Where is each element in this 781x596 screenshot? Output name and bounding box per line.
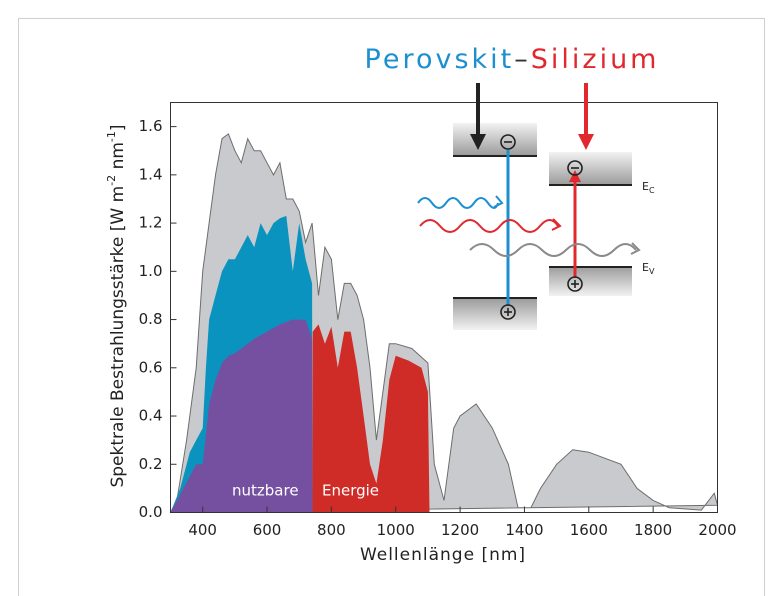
x-axis-label: Wellenlänge [nm] <box>360 545 526 565</box>
photon <box>418 198 498 208</box>
chart: Perovskit–Silizium Wellenlänge [nm] Spek… <box>0 0 781 596</box>
arrow-head <box>494 196 502 207</box>
band <box>549 266 632 296</box>
photon <box>420 220 558 232</box>
x-tick-label: 1800 <box>634 521 672 539</box>
y-tick-label: 0.0 <box>139 503 163 521</box>
x-tick-label: 1200 <box>441 521 479 539</box>
x-tick-label: 1600 <box>570 521 608 539</box>
x-tick-label: 800 <box>317 521 346 539</box>
annotation: nutzbare <box>232 482 299 500</box>
band <box>453 298 537 330</box>
y-tick-label: 0.8 <box>139 310 163 328</box>
x-tick-label: 400 <box>188 521 217 539</box>
photon <box>470 244 636 256</box>
x-tick-label: 2000 <box>698 521 736 539</box>
y-tick-label: 1.2 <box>139 214 163 232</box>
title-part: Perovskit <box>365 44 515 75</box>
title-part: – <box>514 44 531 75</box>
band-label: EC <box>642 180 655 195</box>
y-tick-label: 0.4 <box>139 407 163 425</box>
title-part: Silizium <box>531 44 660 75</box>
band <box>453 123 537 156</box>
y-axis-label: Spektrale Bestrahlungsstärke [W m-2 nm-1… <box>105 124 128 487</box>
plot <box>171 134 718 513</box>
y-tick-label: 0.6 <box>139 358 163 376</box>
band <box>549 152 632 185</box>
x-tick-label: 600 <box>253 521 282 539</box>
band-label: EV <box>642 261 655 276</box>
arrow-head <box>578 134 594 150</box>
y-tick-label: 1.6 <box>139 117 163 135</box>
y-tick-label: 0.2 <box>139 455 163 473</box>
band-diagram: EC EV <box>418 83 655 330</box>
y-tick-label: 1.0 <box>139 262 163 280</box>
chart-title: Perovskit–Silizium <box>365 44 660 75</box>
x-tick-label: 1000 <box>377 521 415 539</box>
annotation: Energie <box>322 482 379 500</box>
y-tick-label: 1.4 <box>139 165 163 183</box>
x-tick-label: 1400 <box>505 521 543 539</box>
